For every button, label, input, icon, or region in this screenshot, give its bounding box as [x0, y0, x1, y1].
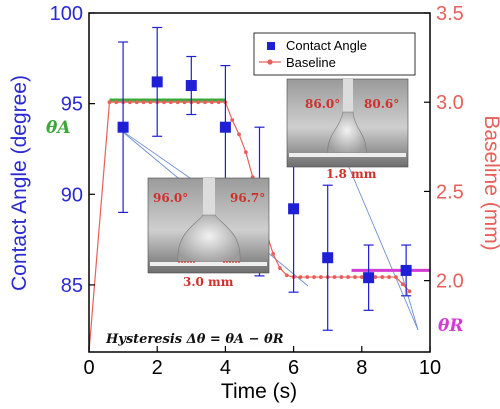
x-tick-label: 8 [356, 357, 367, 379]
x-tick-label: 0 [83, 357, 94, 379]
legend-contact-angle: Contact Angle [286, 38, 367, 53]
baseline-point [216, 100, 221, 105]
baseline-point [203, 100, 207, 105]
y-right-tick-label: 2.0 [436, 271, 464, 293]
baseline-point [373, 275, 378, 279]
baseline-point [278, 266, 282, 271]
baseline-point [359, 275, 364, 279]
inset-2-right-angle: 80.6° [364, 97, 399, 111]
baseline-point [318, 275, 323, 279]
reference-lines [109, 98, 430, 272]
y-left-tick-label: 95 [61, 94, 83, 116]
baseline-point [114, 100, 119, 105]
legend: Contact Angle Baseline [253, 32, 416, 76]
inset-photo-1: 96.0° 96.7° 3.0 mm [147, 177, 270, 289]
baseline-point [162, 100, 166, 105]
baseline-point [387, 275, 391, 279]
y-left-tick-label: 90 [61, 184, 83, 206]
legend-baseline: Baseline [286, 55, 336, 70]
contact-angle-point [400, 264, 412, 276]
baseline-point [353, 275, 357, 279]
x-tick-label: 10 [419, 357, 441, 379]
contact-angle-point [322, 252, 334, 264]
baseline-point [332, 275, 337, 279]
baseline-point [394, 275, 398, 279]
baseline-point [346, 275, 351, 279]
plot-frame [88, 12, 431, 353]
y-right-tick-label: 3.0 [436, 92, 464, 114]
baseline-point [407, 289, 412, 294]
contact-angle-point [151, 76, 163, 88]
baseline-point [271, 251, 276, 256]
legend-circle-marker [267, 59, 273, 65]
x-tick-label: 6 [288, 357, 299, 379]
x-tick-label: 2 [152, 357, 163, 379]
inset-photo-2: 86.0° 80.6° 1.8 mm [286, 78, 409, 181]
contact-angle-point [185, 80, 197, 92]
y-right-tick-label: 3.5 [436, 3, 464, 25]
baseline-point [175, 100, 180, 105]
baseline-point [230, 118, 235, 122]
y-left-tick-label: 85 [61, 275, 83, 297]
baseline-point [284, 273, 289, 278]
baseline-point [298, 275, 303, 279]
baseline-point [128, 100, 132, 105]
inset-1-right-angle: 96.7° [230, 191, 265, 205]
baseline-point [243, 150, 248, 155]
y-right-axis-title: Baseline (mm) [480, 115, 500, 250]
baseline-point [148, 100, 153, 105]
baseline-point [400, 282, 405, 287]
theta-r-label: θR [438, 316, 463, 336]
baseline-point [134, 100, 139, 105]
axis-ticks: 0 2 4 6 8 10 85 90 95 100 2.0 2.5 3.0 3.5 [50, 3, 464, 379]
baseline-point [339, 275, 344, 279]
baseline-point [196, 100, 201, 105]
baseline-point [209, 100, 214, 105]
contact-angle-point [363, 272, 375, 284]
baseline-point [312, 275, 316, 279]
y-right-tick-label: 2.5 [436, 181, 464, 203]
baseline-point [305, 275, 310, 279]
x-axis-title: Time (s) [221, 380, 297, 403]
theta-a-label: θA [46, 118, 71, 138]
contact-angle-point [219, 121, 231, 133]
y-left-tick-label: 100 [50, 3, 83, 25]
legend-square-marker [267, 42, 275, 50]
x-tick-label: 4 [220, 357, 231, 379]
inset-2-scale: 1.8 mm [326, 167, 377, 181]
contact-angle-point [117, 121, 129, 133]
hysteresis-annotation: Hysteresis Δθ = θA − θR [105, 332, 284, 347]
inset-2-left-angle: 86.0° [305, 97, 340, 111]
baseline-point [168, 100, 173, 105]
baseline-point [141, 100, 146, 105]
baseline-point [107, 100, 112, 105]
baseline-point [380, 275, 385, 279]
inset-1-left-angle: 96.0° [153, 191, 188, 205]
inset-1-scale: 3.0 mm [183, 275, 234, 289]
baseline-point [182, 100, 187, 105]
y-left-axis-title: Contact Angle (degree) [8, 75, 31, 291]
contact-angle-point [288, 203, 300, 215]
baseline-point [237, 132, 241, 137]
